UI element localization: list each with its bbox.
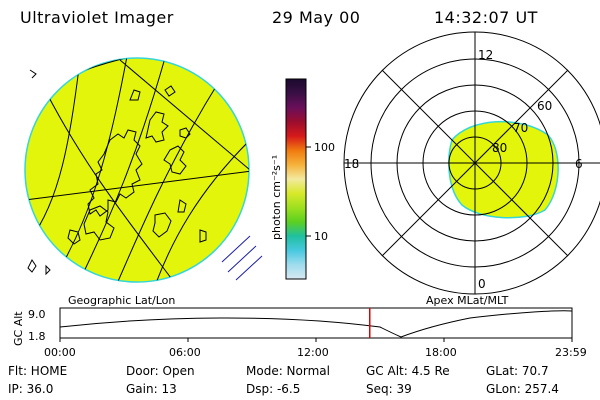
colorbar-tick-high-label: 100: [314, 141, 335, 154]
orbit-timeline: GC Alt 9.0 1.8: [12, 307, 573, 346]
lat-curve: [39, 79, 181, 282]
mlt-label-bottom: 0: [478, 277, 486, 291]
status-filter: Flt: HOME: [8, 364, 68, 378]
timeline-xticks: [59, 338, 573, 342]
colorbar-unit-label: photon cm⁻²s⁻¹: [270, 155, 283, 240]
coastline: [152, 212, 172, 238]
mlat-label-80: 80: [492, 141, 507, 155]
status-ip: IP: 36.0: [8, 382, 54, 396]
coastline: [177, 199, 187, 213]
coastline: [29, 69, 37, 79]
coastline: [179, 127, 191, 139]
xtick-3: 18:00: [425, 346, 457, 359]
lon-line: [149, 139, 249, 282]
date-label: 29 May 00: [272, 8, 361, 27]
lon-line: [119, 59, 249, 171]
coastline: [164, 85, 176, 97]
xtick-4: 23:59: [555, 346, 587, 359]
status-glat: GLat: 70.7: [486, 364, 549, 378]
auroral-oval-polar: [448, 120, 559, 219]
lon-line: [109, 79, 221, 282]
timeline-frame: [59, 307, 573, 339]
instrument-title: Ultraviolet Imager: [20, 8, 174, 27]
polar-plot: 12 0 18 6 60 70 80: [343, 31, 600, 295]
timeline-ylabel: GC Alt: [12, 311, 25, 346]
colorbar: 100 10 photon cm⁻²s⁻¹: [270, 78, 335, 280]
status-dsp: Dsp: -6.5: [246, 382, 301, 396]
coastline: [27, 259, 37, 273]
mlt-label-top: 12: [478, 48, 493, 62]
mlt-label-left: 18: [344, 157, 359, 171]
coastline: [87, 129, 143, 217]
status-gc-alt: GC Alt: 4.5 Re: [366, 364, 450, 378]
time-label: 14:32:07 UT: [434, 8, 538, 27]
mlat-label-60: 60: [537, 99, 552, 113]
timeline-ytick-top: 9.0: [28, 308, 46, 321]
lon-line: [29, 59, 81, 241]
colorbar-tick-low-label: 10: [314, 230, 328, 243]
xtick-2: 12:00: [297, 346, 329, 359]
status-door: Door: Open: [126, 364, 195, 378]
status-seq: Seq: 39: [366, 382, 412, 396]
mlat-label-70: 70: [513, 121, 528, 135]
coastline: [199, 229, 207, 243]
coastline: [67, 229, 81, 245]
coastline: [83, 205, 115, 241]
geographic-map: [24, 57, 263, 283]
xtick-1: 06:00: [169, 346, 201, 359]
timeline-ytick-bottom: 1.8: [28, 330, 46, 343]
coastline: [145, 111, 169, 143]
coastline: [45, 264, 51, 276]
mlt-axis-diagonal: [381, 69, 569, 257]
status-glon: GLon: 257.4: [486, 382, 559, 396]
geo-panel-label: Geographic Lat/Lon: [68, 294, 176, 307]
status-mode: Mode: Normal: [246, 364, 330, 378]
coastline-outside: [221, 235, 263, 281]
polar-panel-label: Apex MLat/MLT: [426, 294, 509, 307]
xtick-0: 00:00: [44, 346, 76, 359]
auroral-oval-geo: [24, 57, 250, 283]
gc-alt-curve: [59, 310, 573, 338]
coastline: [129, 89, 141, 101]
mlt-label-right: 6: [575, 157, 583, 171]
colorbar-rect: [285, 78, 307, 280]
status-gain: Gain: 13: [126, 382, 177, 396]
coastline: [163, 145, 187, 175]
